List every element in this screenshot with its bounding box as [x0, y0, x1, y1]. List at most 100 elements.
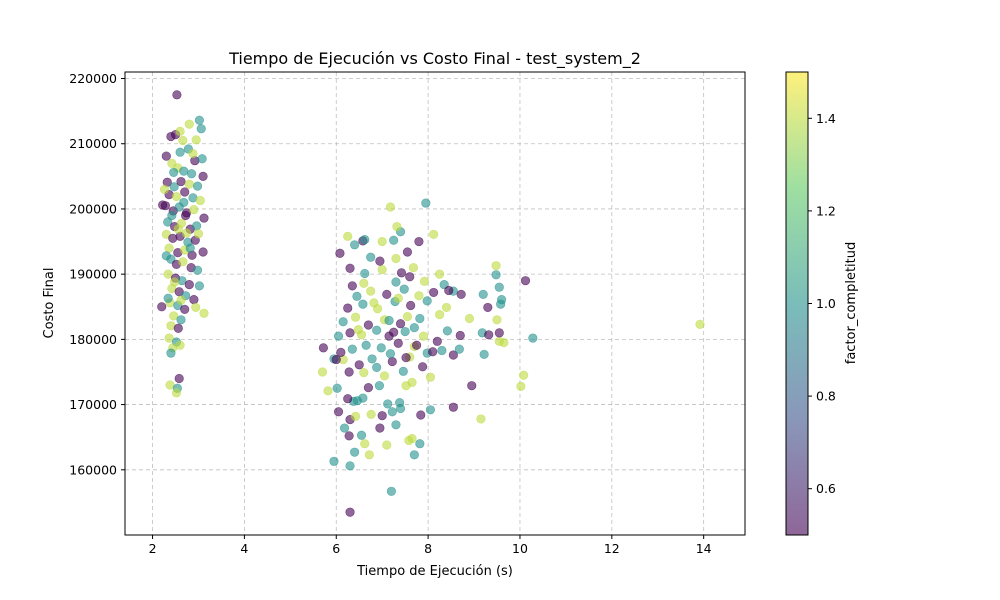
data-point — [345, 263, 355, 273]
data-point — [181, 228, 192, 238]
data-point — [492, 315, 502, 325]
data-point — [329, 456, 339, 466]
data-point — [391, 420, 401, 430]
data-point — [191, 302, 201, 313]
x-axis-ticks: 2 4 6 8 10 12 14 — [149, 535, 712, 556]
y-tick-label: 210000 — [69, 136, 117, 151]
data-point — [318, 343, 329, 353]
data-point — [398, 366, 408, 376]
data-point — [376, 343, 386, 353]
data-point — [375, 423, 385, 433]
data-point — [164, 333, 174, 343]
y-tick-label: 170000 — [69, 397, 117, 412]
data-point — [192, 265, 203, 275]
data-point — [345, 461, 355, 471]
y-tick-label: 200000 — [69, 201, 117, 216]
data-point — [188, 148, 198, 159]
data-point — [496, 294, 507, 305]
data-point — [195, 195, 205, 206]
data-point — [372, 362, 382, 373]
data-point — [356, 430, 367, 440]
data-point — [422, 296, 432, 306]
data-point — [169, 182, 179, 192]
data-point — [180, 187, 190, 197]
data-point — [323, 386, 333, 396]
colorbar-tick-label: 0.8 — [816, 389, 836, 404]
data-point — [194, 115, 204, 125]
data-point — [391, 253, 401, 264]
data-point — [387, 407, 397, 417]
data-point — [198, 171, 208, 181]
grid-lines — [125, 72, 745, 535]
data-point — [383, 399, 393, 409]
data-point — [369, 298, 379, 308]
data-point — [382, 440, 392, 450]
data-point — [479, 349, 489, 359]
data-point — [448, 350, 458, 360]
data-point — [467, 381, 477, 391]
data-point — [695, 319, 705, 329]
data-point — [366, 252, 376, 262]
data-point — [344, 431, 354, 441]
data-point — [375, 256, 385, 266]
y-tick-label: 220000 — [69, 71, 117, 86]
data-point — [343, 303, 353, 313]
data-point — [401, 353, 411, 363]
data-point — [419, 276, 430, 286]
data-point — [185, 243, 195, 253]
data-point — [395, 319, 406, 329]
data-point — [478, 289, 488, 299]
data-point — [360, 439, 370, 449]
data-point — [392, 221, 402, 232]
data-point — [484, 330, 494, 340]
data-point — [347, 281, 357, 291]
data-point — [175, 126, 185, 136]
data-point — [352, 291, 362, 301]
data-point — [382, 289, 392, 299]
data-point — [386, 486, 396, 496]
data-point — [199, 213, 209, 223]
x-tick-label: 8 — [424, 541, 432, 556]
data-point — [186, 169, 197, 179]
data-point — [396, 268, 407, 278]
data-point — [456, 289, 466, 299]
data-point — [385, 202, 396, 212]
data-point — [358, 299, 368, 309]
colorbar-tick-label: 0.6 — [816, 481, 836, 496]
data-point — [377, 411, 387, 421]
data-point — [414, 236, 424, 247]
data-points — [157, 90, 705, 517]
data-point — [425, 372, 436, 382]
colorbar-tick-label: 1.2 — [816, 203, 836, 218]
data-point — [176, 315, 186, 325]
data-point — [483, 302, 493, 313]
data-point — [198, 247, 208, 257]
data-point — [360, 268, 370, 279]
data-point — [332, 383, 342, 393]
data-point — [169, 167, 179, 178]
x-tick-label: 10 — [512, 541, 528, 556]
data-point — [408, 263, 419, 273]
data-point — [406, 300, 416, 311]
data-point — [343, 394, 353, 404]
data-point — [175, 340, 185, 350]
data-point — [366, 286, 376, 296]
data-point — [519, 370, 529, 380]
y-axis-label: Costo Final — [42, 268, 57, 339]
data-point — [193, 229, 204, 239]
data-point — [178, 135, 188, 146]
data-point — [428, 347, 438, 357]
data-point — [159, 184, 170, 194]
chart-title: Tiempo de Ejecución vs Costo Final - tes… — [228, 49, 641, 69]
data-point — [167, 210, 177, 221]
data-point — [171, 388, 182, 398]
data-point — [359, 368, 369, 378]
data-point — [358, 393, 368, 403]
data-point — [343, 231, 353, 241]
data-point — [491, 270, 501, 280]
data-point — [353, 324, 363, 335]
data-point — [163, 217, 173, 227]
data-point — [405, 272, 415, 282]
data-point — [442, 326, 453, 336]
x-tick-label: 6 — [332, 541, 340, 556]
